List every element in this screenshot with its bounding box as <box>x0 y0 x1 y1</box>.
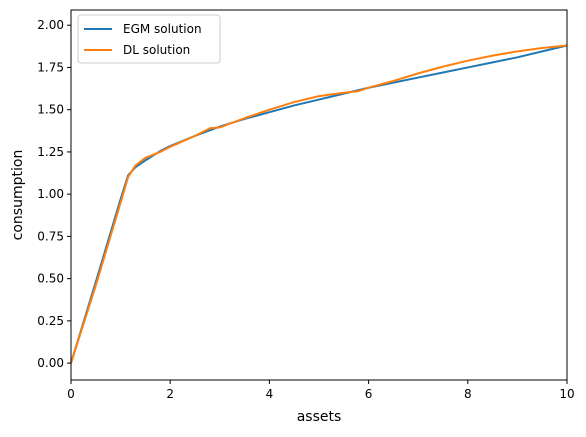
x-axis-label: assets <box>297 409 342 425</box>
series-layer <box>70 44 568 364</box>
legend-label: EGM solution <box>123 22 202 36</box>
tick-layer: 0 2 4 6 8 10 0.00 0.25 0.50 0.75 1.00 1.25 1.50 1.75 2… <box>37 18 574 401</box>
y-tick-label: 2.00 <box>37 18 64 32</box>
y-tick-label: 0.50 <box>37 272 64 286</box>
legend-box <box>77 14 221 64</box>
x-tick-label: 2 <box>166 387 174 401</box>
y-tick-label: 1.00 <box>37 187 64 201</box>
legend-label: DL solution <box>123 43 190 57</box>
legend: EGM solution DL solution <box>77 14 221 64</box>
x-tick-label: 0 <box>67 387 75 401</box>
x-tick-label: 4 <box>266 387 274 401</box>
x-tick-label: 6 <box>365 387 373 401</box>
x-tick-label: 10 <box>559 387 574 401</box>
y-tick-label: 1.25 <box>37 145 64 159</box>
y-axis-label: consumption <box>10 150 26 241</box>
y-tick-label: 1.75 <box>37 60 64 74</box>
x-tick-label: 8 <box>464 387 472 401</box>
plot-frame <box>70 9 568 381</box>
y-tick-label: 0.00 <box>37 356 64 370</box>
y-tick-label: 0.25 <box>37 314 64 328</box>
series-line-2 <box>70 44 568 364</box>
y-tick-label: 0.75 <box>37 229 64 243</box>
y-tick-label: 1.50 <box>37 103 64 117</box>
